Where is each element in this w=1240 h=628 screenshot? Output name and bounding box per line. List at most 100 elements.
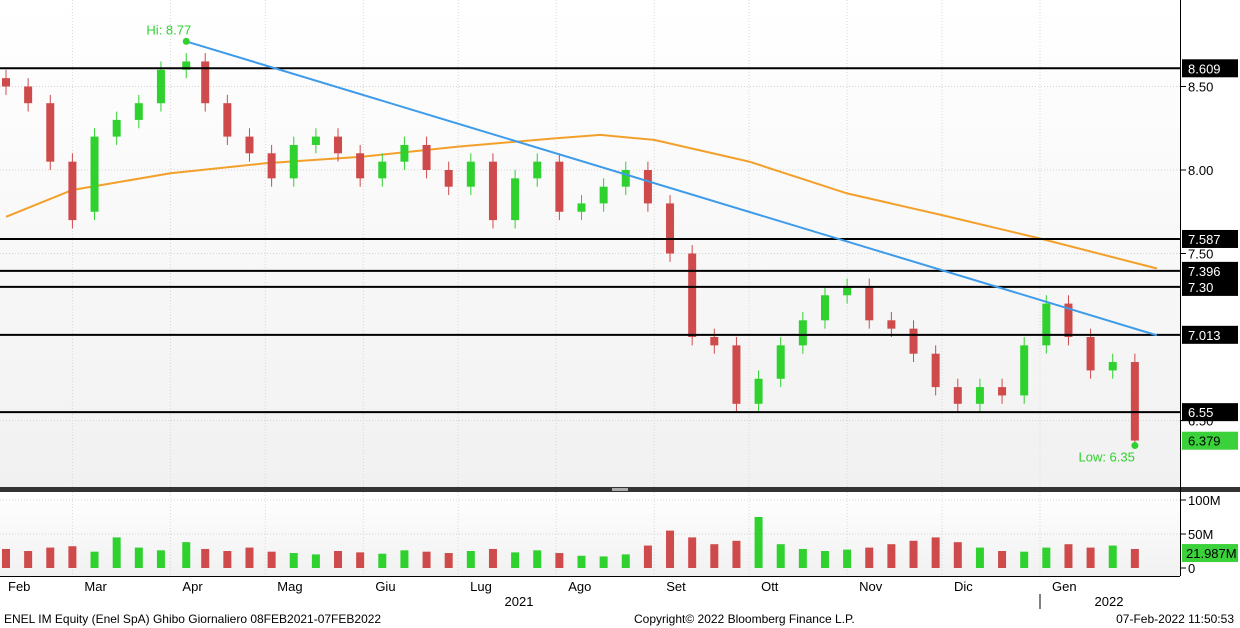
level-label-box [1182, 325, 1238, 344]
volume-tick-label: 0 [1188, 561, 1195, 576]
volume-bar [68, 546, 77, 568]
candle-body [621, 170, 630, 187]
level-label: 7.587 [1188, 232, 1221, 247]
candle-body [289, 144, 298, 179]
candle-body [46, 103, 55, 162]
candle-body [201, 61, 210, 104]
candle-body [90, 136, 99, 212]
volume-bar [1130, 548, 1139, 568]
low-marker [1131, 442, 1139, 450]
candle-body [68, 161, 77, 221]
moving-average-line [5, 133, 1158, 270]
volume-bar [865, 547, 874, 568]
year-label: 2021 [505, 594, 534, 609]
volume-bar [1086, 547, 1095, 568]
volume-bar [732, 540, 741, 568]
last-price-label: 6.379 [1188, 434, 1221, 449]
volume-bar [334, 551, 343, 568]
candle-body [710, 337, 719, 346]
candle-body [488, 161, 497, 221]
high-label: Hi: 8.77 [146, 22, 191, 37]
price-tick-label: 8.00 [1188, 163, 1213, 178]
level-label: 7.396 [1188, 264, 1221, 279]
volume-bar [1108, 545, 1117, 568]
volume-bar [710, 544, 719, 568]
volume-bar [267, 551, 276, 568]
month-label: Lug [470, 579, 492, 594]
level-label-box [1182, 403, 1238, 422]
level-label-box [1182, 277, 1238, 296]
volume-bar [776, 544, 785, 568]
candle-body [1130, 362, 1139, 441]
copyright: Copyright© 2022 Bloomberg Finance L.P. [634, 612, 855, 626]
year-label: 2022 [1095, 594, 1124, 609]
volume-bar [289, 553, 298, 568]
last-volume-box [1182, 544, 1238, 563]
candle-body [223, 103, 232, 137]
volume-bars [2, 517, 1139, 568]
month-label: Gen [1052, 579, 1077, 594]
candle-body [865, 286, 874, 321]
volume-bar [1020, 551, 1029, 568]
candle-body [577, 203, 586, 212]
volume-bar [621, 554, 630, 568]
volume-bar [201, 548, 210, 568]
volume-bar [223, 551, 232, 568]
candle-body [599, 186, 608, 204]
volume-bar [666, 530, 675, 568]
candle-body [975, 387, 984, 404]
candle-body [156, 69, 165, 104]
volume-bar [378, 553, 387, 568]
candle-body [182, 61, 191, 70]
low-label: Low: 6.35 [1078, 450, 1134, 465]
security-description: ENEL IM Equity (Enel SpA) Ghibo Giornali… [4, 612, 382, 626]
candle-body [666, 203, 675, 254]
volume-axis-ticks: 100M 50M 021.987M [1180, 493, 1238, 576]
volume-bar [533, 550, 542, 568]
month-label: Giu [375, 579, 395, 594]
level-label: 6.55 [1188, 405, 1213, 420]
candle-body [1020, 345, 1029, 396]
volume-bar [112, 537, 121, 568]
candle-body [887, 320, 896, 329]
volume-tick-label: 100M [1188, 493, 1221, 508]
month-label: Apr [182, 579, 203, 594]
candle-body [1064, 303, 1073, 337]
candle-body [732, 345, 741, 404]
date-axis: Feb Mar Apr Mag Giu Lug Ago Set Ott Nov Dic Gen 2021… [8, 579, 1123, 609]
month-label: Nov [859, 579, 883, 594]
panel-separator-grip[interactable] [612, 488, 628, 491]
price-axis-ticks: 8.508.007.506.50 [1180, 80, 1213, 429]
candle-body [356, 153, 365, 179]
volume-bar [688, 537, 697, 568]
candle-body [112, 119, 121, 137]
candle-body [400, 144, 409, 162]
level-label: 7.30 [1188, 280, 1213, 295]
candle-body [334, 136, 343, 154]
volume-bar [422, 551, 431, 568]
month-label: Feb [8, 579, 30, 594]
volume-bar [2, 548, 10, 568]
volume-bar [754, 517, 763, 568]
candle-body [267, 153, 276, 179]
volume-bar [90, 551, 99, 568]
candle-body [245, 136, 254, 154]
volume-bar [1064, 544, 1073, 568]
month-label: Mar [84, 579, 107, 594]
extreme-markers: Hi: 8.77 Low: 6.35 [146, 22, 1139, 465]
volume-bar [400, 550, 409, 568]
volume-bar [843, 549, 852, 568]
candle-body [953, 387, 962, 404]
volume-bar [311, 554, 320, 568]
level-label-box [1182, 261, 1238, 280]
candle-body [444, 170, 453, 187]
candle-body [378, 161, 387, 179]
candle-body [466, 161, 475, 187]
volume-bar [245, 547, 254, 568]
candle-body [998, 387, 1007, 396]
candle-body [134, 103, 143, 120]
month-label: Ott [761, 579, 779, 594]
candle-body [820, 295, 829, 321]
volume-bar [511, 552, 520, 568]
candle-body [311, 136, 320, 145]
